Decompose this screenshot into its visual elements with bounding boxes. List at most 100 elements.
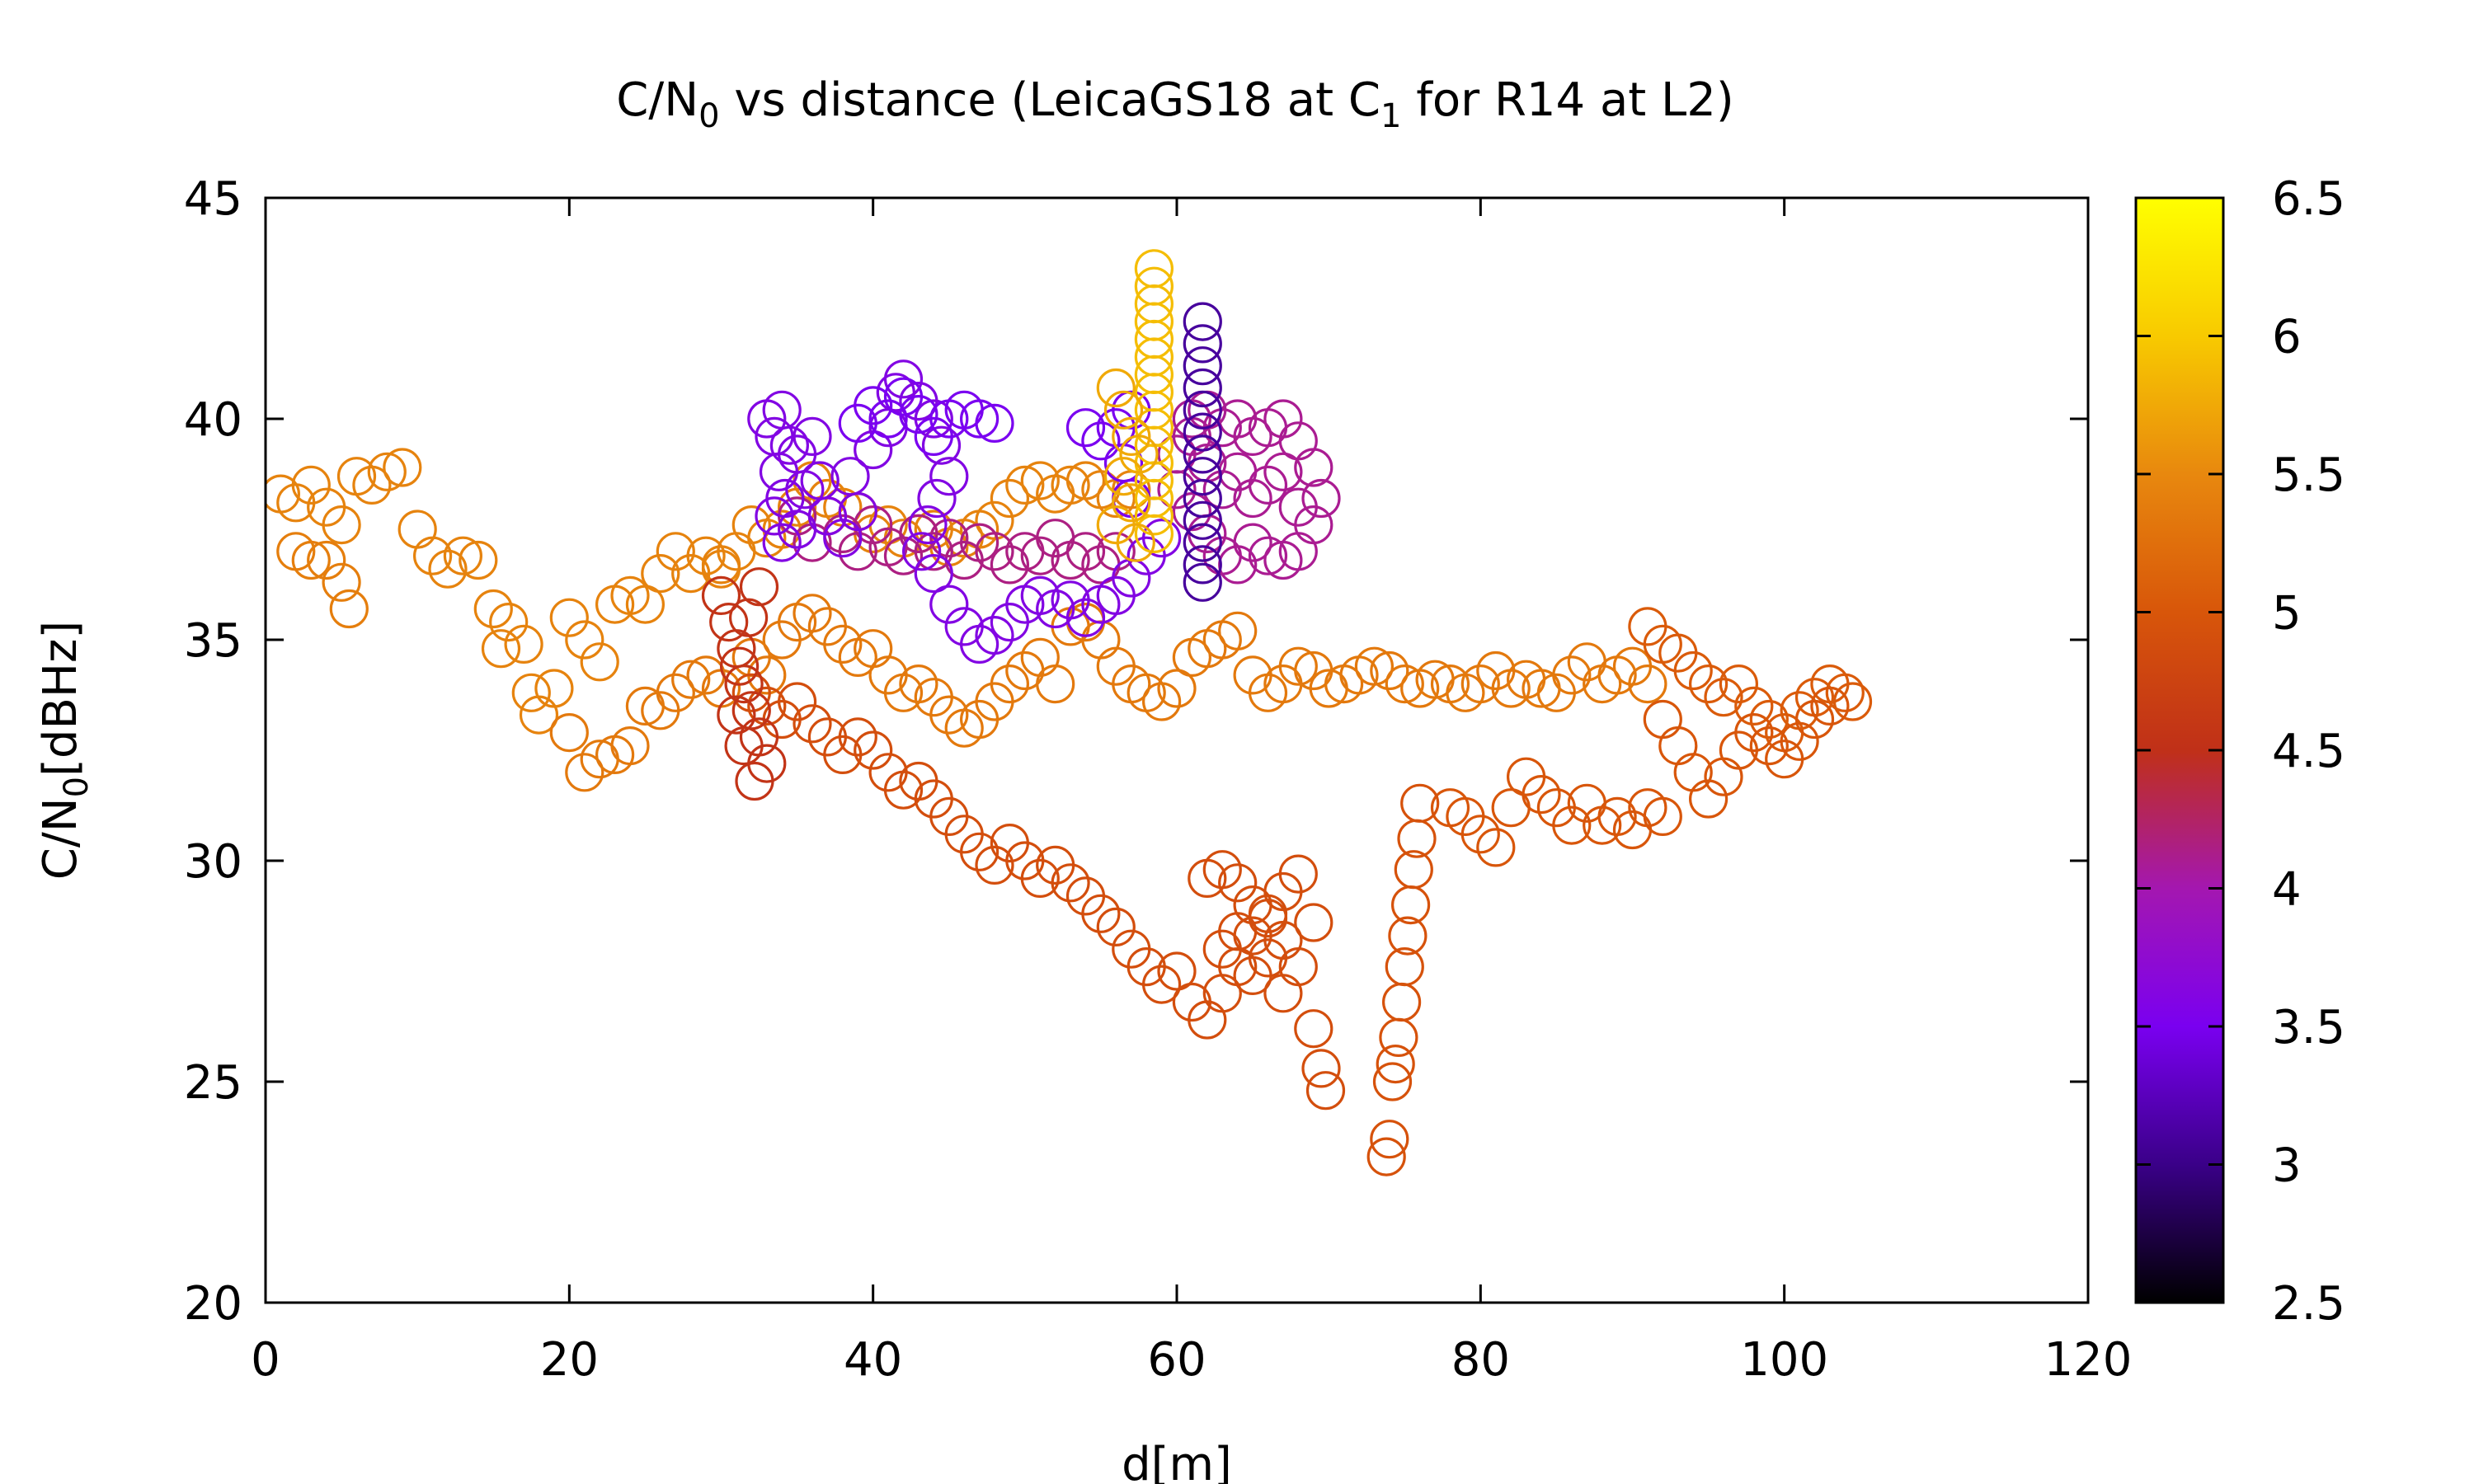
data-point: [549, 712, 589, 753]
data-point: [1081, 421, 1121, 461]
data-point: [1366, 1137, 1406, 1176]
x-tick-label: 0: [251, 1333, 280, 1387]
data-point: [459, 540, 498, 580]
data-point: [1390, 885, 1431, 925]
colorbar-tick-label: 4: [2272, 863, 2302, 917]
data-point: [1096, 368, 1136, 408]
data-point: [1116, 523, 1155, 562]
colorbar-tick-label: 3: [2272, 1139, 2302, 1193]
data-point: [975, 615, 1014, 655]
data-point: [724, 726, 764, 766]
data-point: [473, 589, 513, 629]
data-point: [1183, 500, 1222, 540]
y-axis: 20 25 30 35 40 45: [184, 172, 2088, 1331]
x-axis-label: d[m]: [1122, 1438, 1232, 1484]
data-point: [1202, 850, 1242, 890]
data-point: [352, 465, 392, 505]
data-point: [717, 695, 756, 735]
data-point: [1183, 346, 1222, 386]
data-point: [1157, 951, 1197, 991]
data-point: [412, 536, 453, 575]
data-point: [1294, 903, 1333, 942]
data-point: [1278, 646, 1318, 686]
data-point: [1628, 664, 1667, 704]
data-point: [929, 695, 969, 735]
colorbar-tick-label: 2.5: [2272, 1277, 2345, 1331]
data-point: [1183, 302, 1222, 341]
colorbar-tick-label: 5: [2272, 587, 2302, 641]
y-tick-label: 45: [184, 172, 242, 226]
data-point: [1020, 461, 1060, 500]
data-point: [1263, 399, 1303, 439]
data-point: [1460, 815, 1500, 854]
data-point: [1263, 540, 1303, 580]
colorbar-tick-label: 5.5: [2272, 448, 2345, 502]
x-tick-label: 40: [844, 1333, 902, 1387]
data-point: [1183, 457, 1222, 496]
x-tick-label: 100: [1740, 1333, 1828, 1387]
data-point: [1552, 805, 1592, 845]
data-point: [914, 532, 953, 571]
data-point: [975, 532, 1014, 571]
data-point: [1376, 1044, 1415, 1084]
data-point: [1370, 650, 1409, 691]
data-point: [1643, 796, 1682, 837]
data-point: [329, 589, 369, 629]
data-point: [656, 532, 695, 571]
data-point: [1233, 956, 1272, 996]
data-point: [1476, 828, 1516, 867]
data-point: [838, 717, 877, 757]
data-point: [1183, 368, 1222, 408]
data-point: [1522, 774, 1561, 815]
data-point: [1248, 536, 1288, 575]
data-point: [793, 704, 832, 744]
data-point: [1183, 562, 1222, 602]
data-point: [1141, 965, 1182, 1004]
data-point: [443, 536, 483, 575]
data-point: [762, 523, 802, 562]
data-point: [793, 416, 832, 457]
data-point: [625, 585, 666, 624]
colorbar-tick-label: 4.5: [2272, 725, 2345, 778]
data-point: [731, 505, 771, 545]
data-point: [975, 403, 1014, 444]
x-tick-label: 120: [2044, 1333, 2133, 1387]
data-point: [1172, 491, 1212, 532]
data-point: [709, 602, 749, 642]
data-point: [1202, 536, 1242, 575]
data-point: [747, 686, 787, 726]
data-point: [1112, 416, 1151, 457]
data-point: [322, 562, 361, 602]
data-point: [929, 457, 969, 496]
data-point: [1248, 465, 1288, 505]
data-point: [990, 545, 1030, 585]
data-points: [266, 249, 1873, 1176]
data-point: [1749, 699, 1789, 740]
y-tick-label: 25: [184, 1056, 242, 1110]
data-point: [1051, 465, 1090, 505]
data-point: [769, 425, 810, 465]
data-point: [724, 664, 764, 704]
data-point: [755, 496, 794, 536]
data-point: [481, 629, 521, 669]
data-point: [1141, 519, 1182, 558]
colorbar-tick-label: 6.5: [2272, 172, 2345, 226]
x-axis: 0 20 40 60 80 100 120: [251, 198, 2132, 1387]
colorbar-ticks: 2.5 3 3.5 4 4.5 5 5.5 6 6.5: [2136, 172, 2345, 1331]
data-point: [322, 505, 361, 545]
data-point: [1218, 611, 1258, 650]
data-point: [580, 642, 619, 682]
data-point: [1119, 434, 1159, 474]
data-point: [883, 536, 924, 575]
data-point: [1749, 726, 1789, 766]
data-point: [701, 575, 741, 616]
data-point: [1301, 478, 1341, 519]
data-point: [1825, 673, 1865, 712]
y-tick-label: 35: [184, 614, 242, 668]
data-point: [1103, 457, 1144, 496]
data-point: [1354, 646, 1395, 686]
y-tick-label: 30: [184, 835, 242, 889]
data-point: [1385, 664, 1424, 704]
data-point: [504, 624, 543, 665]
data-point: [1141, 682, 1182, 721]
